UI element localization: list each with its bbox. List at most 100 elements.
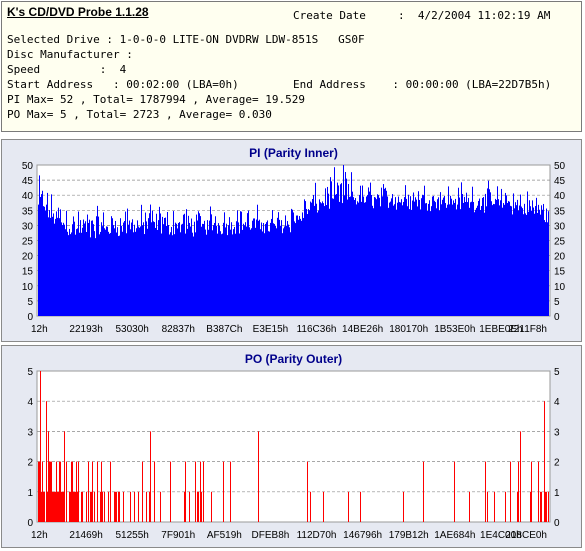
pi-bar	[352, 191, 353, 316]
po-bar	[56, 461, 57, 522]
pi-bar	[427, 210, 428, 316]
po-bar	[348, 491, 349, 522]
po-ytick-right: 4	[554, 397, 560, 408]
pi-bar	[283, 228, 284, 316]
pi-bar	[177, 228, 178, 316]
pi-bar	[368, 187, 369, 316]
pi-bar	[317, 212, 318, 316]
pi-bar	[180, 232, 181, 316]
pi-xtick: 1B53E0h	[434, 324, 475, 335]
pi-bar	[181, 224, 182, 316]
pi-bar	[230, 229, 231, 316]
pi-bar	[160, 213, 161, 316]
pi-bar	[338, 185, 339, 316]
po-bar	[541, 491, 542, 522]
pi-bar	[314, 205, 315, 316]
pi-bar	[43, 206, 44, 316]
pi-bar	[445, 203, 446, 316]
pi-xtick: E3E15h	[253, 324, 289, 335]
po-bar	[307, 461, 308, 522]
pi-bar	[363, 196, 364, 316]
pi-bar	[425, 203, 426, 316]
pi-bar	[88, 222, 89, 316]
pi-bar	[454, 202, 455, 316]
pi-bar	[449, 204, 450, 316]
pi-bar	[463, 202, 464, 316]
pi-bar	[242, 229, 243, 316]
pi-bar	[382, 196, 383, 316]
po-bar	[76, 461, 77, 522]
po-xtick: 179B12h	[389, 530, 429, 541]
pi-bar	[519, 205, 520, 316]
pi-bar	[504, 204, 505, 316]
pi-bar	[262, 231, 263, 316]
pi-bar	[354, 199, 355, 316]
pi-bar	[499, 205, 500, 316]
po-bar	[52, 491, 53, 522]
pi-bar	[440, 192, 441, 316]
pi-bar	[40, 197, 41, 316]
pi-bar	[411, 209, 412, 316]
po-bar	[203, 461, 204, 522]
pi-bar	[533, 207, 534, 316]
pi-bar	[344, 195, 345, 316]
pi-bar	[90, 237, 91, 316]
po-bar	[154, 461, 155, 522]
pi-bar	[263, 223, 264, 316]
pi-bar	[432, 196, 433, 316]
pi-bar	[84, 223, 85, 316]
pi-bar	[238, 222, 239, 316]
pi-bar	[342, 203, 343, 316]
po-bar	[59, 461, 60, 522]
pi-bar	[48, 217, 49, 316]
po-bar	[61, 491, 62, 522]
pi-bar	[161, 233, 162, 316]
pi-bar	[227, 235, 228, 316]
pi-bar	[304, 199, 305, 316]
pi-bar	[51, 194, 52, 316]
pi-bar	[170, 232, 171, 316]
pi-bar	[258, 220, 259, 316]
pi-bar	[473, 202, 474, 316]
pi-bar	[321, 203, 322, 316]
pi-bar	[320, 202, 321, 316]
pi-bar	[457, 204, 458, 316]
pi-xtick: 53030h	[115, 324, 148, 335]
pi-bar	[76, 229, 77, 316]
po-ytick-right: 2	[554, 458, 560, 469]
pi-bar	[394, 204, 395, 316]
pi-bar	[204, 220, 205, 316]
pi-bar	[298, 219, 299, 316]
pi-bar	[383, 184, 384, 316]
po-bar	[66, 461, 67, 522]
pi-bar	[379, 197, 380, 316]
pi-bar	[136, 228, 137, 316]
pi-bar	[326, 205, 327, 316]
pi-bar	[520, 194, 521, 316]
pi-bar	[70, 234, 71, 316]
pi-ytick-right: 40	[554, 191, 566, 202]
po-bar	[88, 461, 89, 522]
pi-bar	[219, 225, 220, 316]
pi-bar	[274, 224, 275, 316]
create-date-value: : 4/2/2004 11:02:19 AM	[398, 9, 551, 22]
app-title: K's CD/DVD Probe 1.1.28	[7, 5, 149, 19]
pi-bar	[436, 208, 437, 316]
pi-bar	[399, 202, 400, 316]
pi-bar	[329, 208, 330, 316]
pi-bar	[488, 180, 489, 316]
po-bar	[170, 461, 171, 522]
po-bar	[73, 491, 74, 522]
pi-bar	[548, 211, 549, 316]
pi-bar	[540, 214, 541, 316]
pi-bar	[194, 221, 195, 316]
pi-bar	[452, 204, 453, 316]
po-xtick: 218CE0h	[505, 530, 547, 541]
pi-bar	[370, 182, 371, 316]
pi-bar	[267, 220, 268, 316]
pi-bar	[413, 192, 414, 316]
po-bar	[108, 491, 109, 522]
pi-xtick: 116C36h	[297, 324, 337, 335]
pi-bar	[281, 220, 282, 316]
po-bar	[505, 491, 506, 522]
